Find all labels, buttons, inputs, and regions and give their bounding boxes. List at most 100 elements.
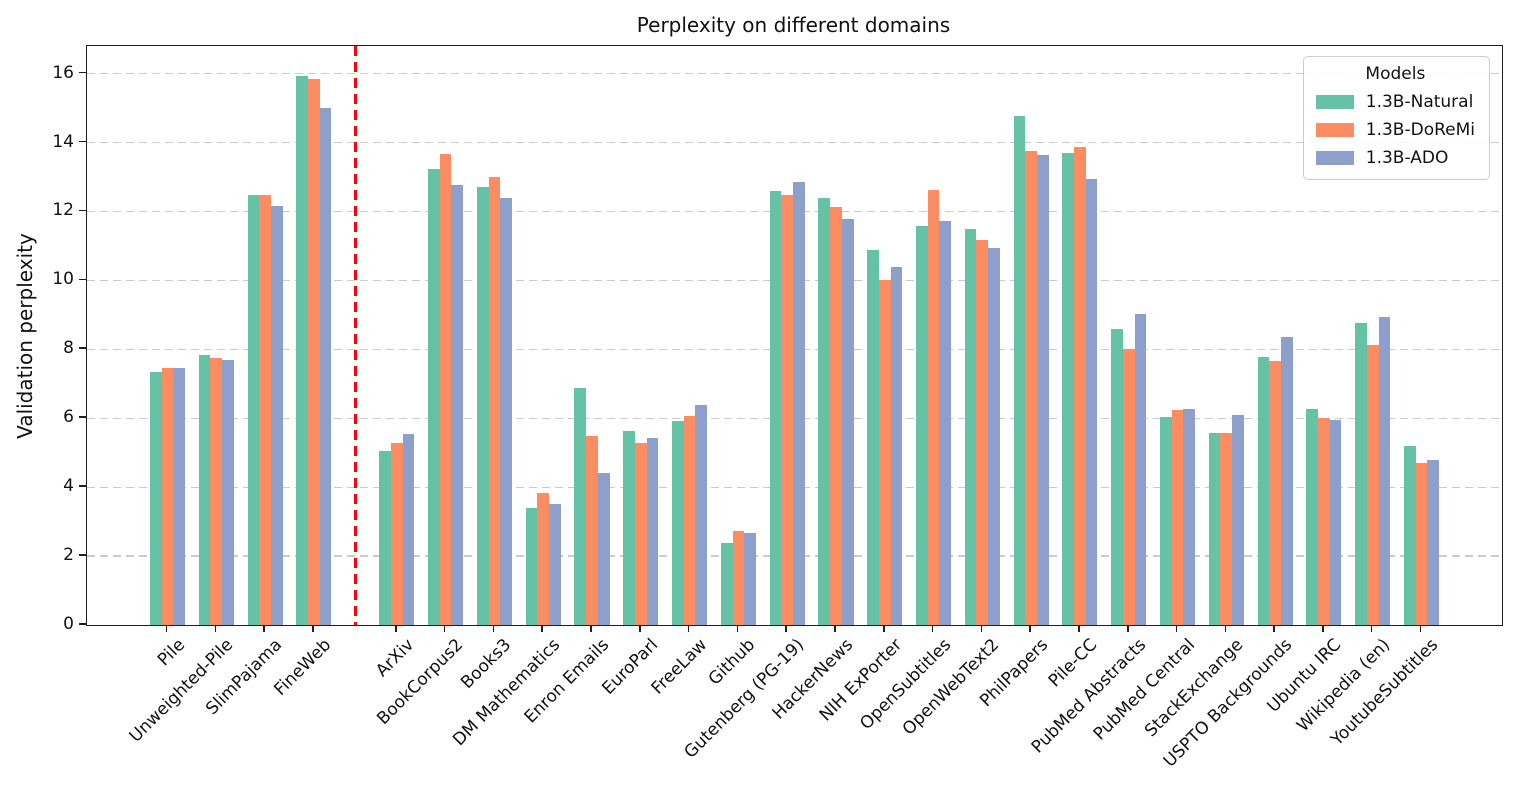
- x-tick-mark: [1370, 626, 1373, 632]
- x-tick-mark: [687, 626, 690, 632]
- bar: [830, 206, 842, 625]
- bar: [1403, 445, 1416, 625]
- bar: [927, 190, 940, 625]
- bar: [379, 450, 391, 625]
- bar: [720, 543, 733, 625]
- bar: [537, 492, 550, 625]
- bar: [319, 108, 332, 625]
- bar: [890, 266, 903, 625]
- bar: [549, 504, 561, 625]
- bar: [1220, 433, 1233, 625]
- bar: [1329, 420, 1342, 625]
- legend-title: Models: [1365, 64, 1426, 84]
- x-tick-mark: [882, 626, 885, 632]
- x-tick-mark: [165, 626, 168, 632]
- bar: [867, 250, 879, 625]
- section-divider-line: [354, 46, 357, 625]
- bar: [1062, 152, 1075, 625]
- y-tick-mark: [79, 71, 86, 74]
- x-tick-mark: [443, 626, 446, 632]
- bar: [1318, 417, 1330, 625]
- legend-item-doremi: 1.3B-DoReMi: [1315, 120, 1475, 140]
- x-tick-mark: [263, 626, 265, 632]
- chart-title: Perplexity on different domains: [636, 13, 951, 37]
- x-tick-mark: [1175, 626, 1178, 632]
- bar: [586, 435, 598, 625]
- bar: [1134, 313, 1147, 625]
- bar: [1013, 115, 1026, 625]
- x-tick-mark: [1126, 626, 1129, 632]
- bar: [222, 359, 234, 625]
- bar: [1025, 151, 1037, 625]
- bar: [597, 473, 610, 625]
- bar: [1378, 316, 1391, 625]
- bar: [976, 240, 989, 625]
- bar: [1366, 344, 1379, 625]
- x-tick-mark: [541, 626, 543, 632]
- bar: [451, 185, 464, 625]
- legend-label-doremi: 1.3B-DoReMi: [1365, 120, 1475, 140]
- legend-swatch-natural: [1315, 95, 1354, 109]
- y-tick-label: 8: [63, 338, 74, 359]
- bar: [1037, 154, 1049, 625]
- x-tick-mark: [1322, 626, 1324, 632]
- bar: [915, 225, 928, 625]
- x-tick-mark: [980, 626, 983, 632]
- bar: [634, 443, 647, 625]
- y-tick-mark: [79, 623, 86, 625]
- x-tick-mark: [214, 626, 217, 632]
- bar: [672, 421, 684, 625]
- y-tick-label: 0: [63, 614, 74, 634]
- bar: [1415, 463, 1428, 625]
- y-tick-label: 2: [63, 545, 74, 566]
- bar: [818, 197, 831, 625]
- bar: [149, 371, 162, 625]
- x-tick-mark: [590, 626, 592, 632]
- bar: [428, 169, 440, 625]
- y-tick-mark: [79, 416, 86, 418]
- bar: [247, 194, 260, 625]
- bar: [161, 367, 174, 625]
- plot-area: Models 1.3B-Natural 1.3B-DoReMi 1.3B-ADO: [86, 45, 1503, 626]
- bar: [500, 197, 512, 625]
- bar: [1074, 146, 1086, 625]
- legend: Models 1.3B-Natural 1.3B-DoReMi 1.3B-ADO: [1302, 56, 1490, 180]
- gridline-y16: [87, 72, 1502, 75]
- y-tick-label: 6: [63, 407, 74, 428]
- bar: [198, 355, 211, 625]
- bar: [623, 431, 635, 625]
- bar: [781, 195, 794, 625]
- y-tick-label: 12: [52, 200, 74, 221]
- bar: [1122, 348, 1135, 625]
- x-tick-mark: [492, 626, 495, 632]
- legend-label-ado: 1.3B-ADO: [1365, 148, 1449, 168]
- bar: [574, 388, 587, 625]
- bar: [1355, 322, 1367, 625]
- y-tick-mark: [79, 347, 86, 350]
- bar: [1171, 409, 1184, 625]
- bar: [210, 358, 223, 625]
- bar: [1269, 361, 1281, 625]
- bar: [683, 415, 696, 625]
- bar: [1280, 336, 1293, 625]
- bar: [732, 530, 745, 625]
- bar: [769, 190, 782, 625]
- bar: [1183, 409, 1196, 625]
- bar: [402, 434, 415, 625]
- x-tick-mark: [395, 626, 397, 632]
- bar: [1111, 329, 1123, 625]
- legend-item-ado: 1.3B-ADO: [1315, 148, 1475, 168]
- bar: [964, 228, 977, 625]
- bar: [390, 443, 403, 625]
- bar: [270, 205, 283, 625]
- bar: [988, 248, 1000, 625]
- bar: [296, 75, 309, 625]
- x-tick-mark: [312, 626, 314, 632]
- x-tick-mark: [1078, 626, 1080, 632]
- y-tick-label: 4: [63, 476, 74, 497]
- bar: [259, 195, 271, 625]
- y-tick-mark: [79, 209, 86, 212]
- y-tick-label: 16: [52, 62, 74, 83]
- x-tick-mark: [1029, 626, 1031, 632]
- bar: [841, 218, 854, 625]
